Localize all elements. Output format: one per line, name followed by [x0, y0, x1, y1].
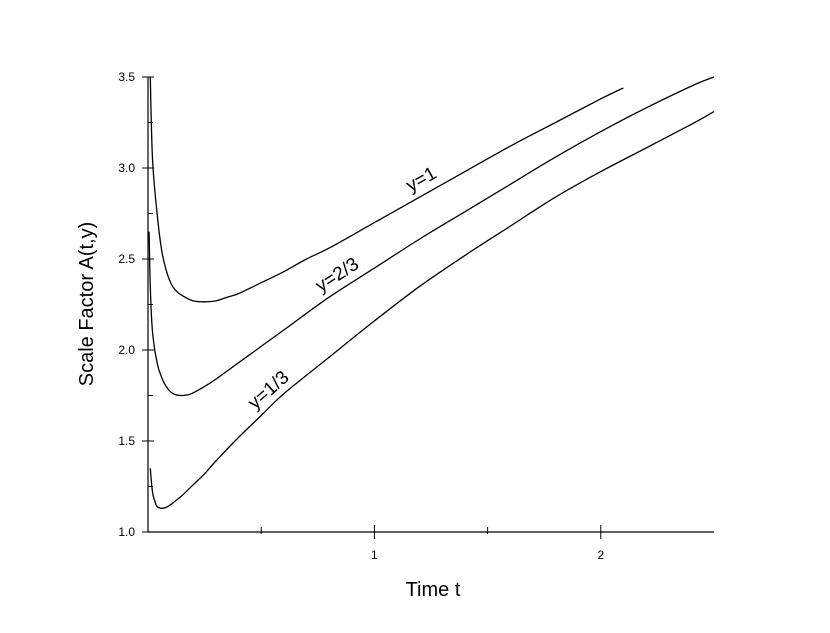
- y-tick-label: 2.5: [118, 252, 135, 266]
- series-line-y-1-3: [149, 111, 715, 509]
- y-axis-title: Scale Factor A(t,y): [76, 222, 98, 387]
- y-tick-label: 1.5: [118, 434, 135, 448]
- y-tick-label: 2.0: [118, 343, 135, 357]
- y-tick-label: 1.0: [118, 525, 135, 539]
- axis-ticks: [142, 76, 602, 539]
- x-tick-label: 1: [371, 548, 378, 562]
- y-tick-label: 3.5: [118, 70, 135, 84]
- plot-area: [147, 77, 714, 533]
- x-tick-label: 2: [597, 548, 604, 562]
- curve-label-y-2-3: y=2/3: [312, 254, 363, 297]
- curve-label-y-1: y=1: [403, 163, 440, 197]
- y-tick-label: 3.0: [118, 161, 135, 175]
- series-lines: [148, 76, 715, 509]
- tick-labels: 1.0 1.5 2.0 2.5 3.0 3.5 1 2: [118, 70, 604, 562]
- series-line-y-1: [149, 76, 624, 303]
- series-line-y-2-3: [148, 76, 715, 397]
- x-axis-title: Time t: [406, 579, 461, 601]
